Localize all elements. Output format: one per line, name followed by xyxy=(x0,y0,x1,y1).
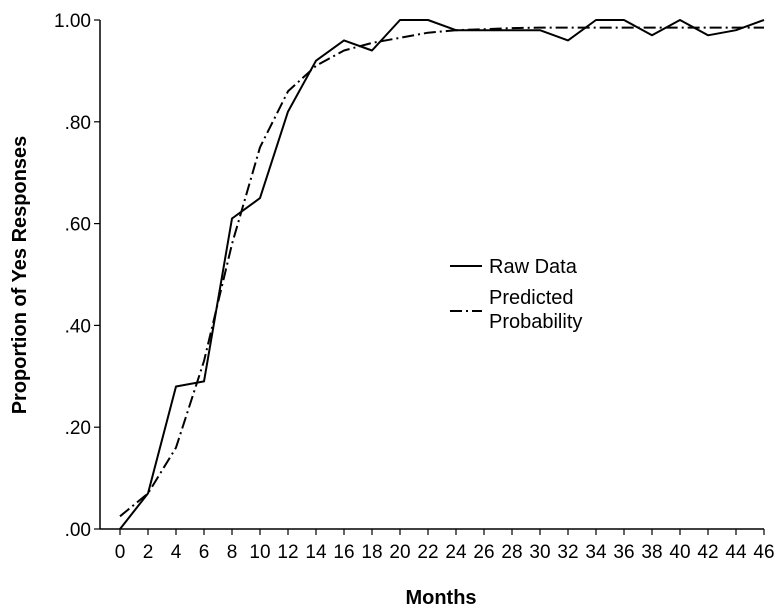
x-tick-label: 24 xyxy=(445,542,467,563)
x-tick-label: 32 xyxy=(557,542,578,563)
x-tick-label: 42 xyxy=(697,542,718,563)
x-tick-label: 12 xyxy=(277,542,298,563)
x-tick-label: 46 xyxy=(753,542,774,563)
x-tick-label: 14 xyxy=(305,542,327,563)
series-layer xyxy=(119,19,765,530)
series-line-predicted-probability xyxy=(119,26,764,518)
x-tick-label: 38 xyxy=(641,542,662,563)
x-axis-title: Months xyxy=(405,587,476,609)
x-tick-label: 22 xyxy=(417,542,438,563)
axes xyxy=(99,20,764,530)
legend: Raw Data Predicted Probability xyxy=(450,256,582,333)
x-tick-label: 16 xyxy=(333,542,354,563)
legend-label-raw-data: Raw Data xyxy=(489,256,578,278)
x-tick-label: 30 xyxy=(529,542,550,563)
y-tick-label: .60 xyxy=(65,215,91,236)
legend-label-predicted-line1: Predicted xyxy=(489,287,574,309)
x-tick-label: 34 xyxy=(585,542,607,563)
x-tick-label: 26 xyxy=(473,542,494,563)
y-tick-label: .20 xyxy=(65,418,91,439)
x-tick-label: 36 xyxy=(613,542,634,563)
y-tick-label: .00 xyxy=(65,520,91,541)
x-axis-ticks: 0 2 4 6 8 10 12 14 16 18 20 22 24 26 28 30 32 34 36 38 40 42 4… xyxy=(115,529,775,563)
x-tick-label: 28 xyxy=(501,542,522,563)
x-tick-label: 10 xyxy=(249,542,270,563)
x-tick-label: 18 xyxy=(361,542,382,563)
x-tick-label: 2 xyxy=(143,542,154,563)
x-tick-label: 6 xyxy=(199,542,210,563)
x-tick-label: 8 xyxy=(227,542,238,563)
x-tick-label: 0 xyxy=(115,542,126,563)
x-tick-label: 40 xyxy=(669,542,690,563)
y-tick-label: .80 xyxy=(65,113,91,134)
legend-label-predicted-line2: Probability xyxy=(489,311,582,333)
y-tick-label: 1.00 xyxy=(54,11,91,32)
x-tick-label: 20 xyxy=(389,542,410,563)
legend-label-predicted-probability: Predicted Probability xyxy=(489,287,582,333)
x-tick-label: 44 xyxy=(725,542,747,563)
y-axis-title: Proportion of Yes Responses xyxy=(9,136,31,415)
y-tick-label: .40 xyxy=(65,316,91,337)
y-axis-ticks: .00 .20 .40 .60 .80 1.00 xyxy=(54,11,100,541)
series-line-raw-data xyxy=(119,19,765,530)
x-tick-label: 4 xyxy=(171,542,182,563)
